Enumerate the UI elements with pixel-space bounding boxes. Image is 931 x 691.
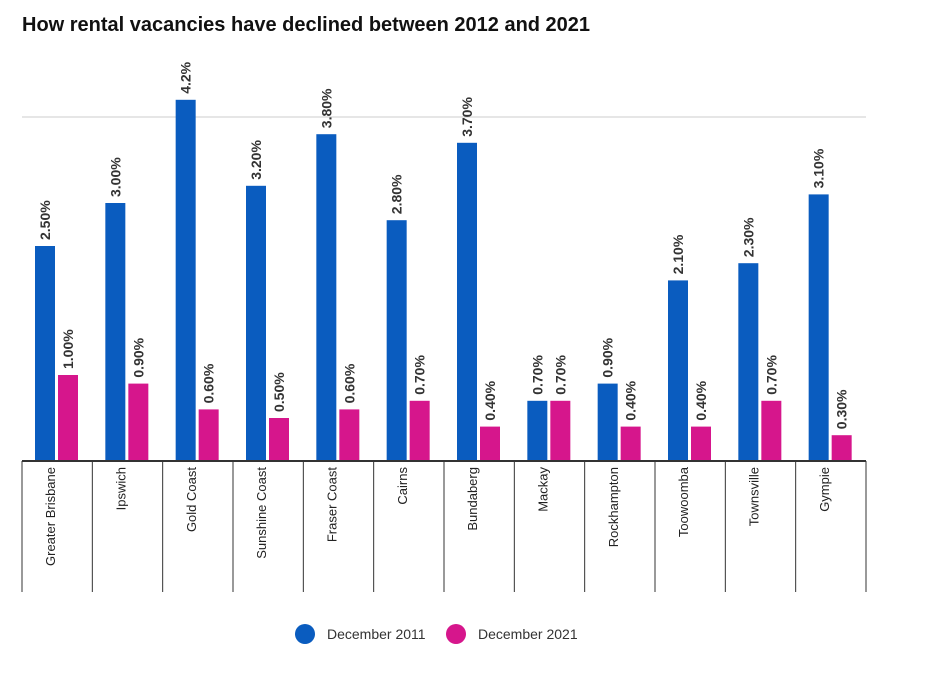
bar xyxy=(35,246,55,461)
x-tick-label: Toowoomba xyxy=(676,466,691,537)
value-label: 3.80% xyxy=(318,88,334,128)
value-label: 2.50% xyxy=(37,200,53,240)
value-label: 2.30% xyxy=(740,217,756,257)
bar xyxy=(527,400,548,461)
x-tick-label: Townsville xyxy=(747,467,762,526)
value-label: 0.90% xyxy=(130,337,146,377)
x-tick-label: Sunshine Coast xyxy=(254,467,269,559)
value-label: 0.60% xyxy=(201,363,217,403)
bar xyxy=(128,383,149,461)
x-tick-label: Fraser Coast xyxy=(325,467,340,543)
value-label: 0.30% xyxy=(834,389,850,429)
value-label: 0.70% xyxy=(763,355,779,395)
x-tick-label: Bundaberg xyxy=(465,467,480,531)
x-tick-label: Cairns xyxy=(395,467,410,505)
bar xyxy=(808,194,829,461)
x-tick-label: Greater Brisbane xyxy=(43,467,58,566)
value-label: 0.70% xyxy=(552,355,568,395)
value-label: 0.40% xyxy=(693,380,709,420)
chart-title: How rental vacancies have declined betwe… xyxy=(22,14,590,36)
value-label: 0.70% xyxy=(529,355,545,395)
bar xyxy=(457,142,477,462)
value-label: 0.90% xyxy=(600,337,616,377)
bar xyxy=(246,185,266,462)
value-label: 0.50% xyxy=(271,372,287,412)
x-tick-label: Ipswich xyxy=(114,467,129,510)
x-tick-label: Rockhampton xyxy=(606,467,621,547)
value-label: 0.60% xyxy=(341,363,357,403)
bar xyxy=(668,280,688,461)
value-label: 3.20% xyxy=(248,140,264,180)
value-label: 4.2% xyxy=(178,61,194,93)
bar xyxy=(691,426,711,461)
bar xyxy=(620,426,641,461)
bar xyxy=(105,203,126,461)
bar xyxy=(597,383,618,461)
bar xyxy=(738,263,759,461)
value-label: 3.00% xyxy=(107,157,123,197)
bar xyxy=(175,99,196,462)
value-label: 2.10% xyxy=(670,234,686,274)
value-label: 0.70% xyxy=(412,355,428,395)
x-tick-label: Gympie xyxy=(817,467,832,512)
bar xyxy=(480,426,500,461)
bar xyxy=(761,400,782,461)
bar xyxy=(409,400,430,461)
bar xyxy=(58,375,78,461)
legend-label: December 2021 xyxy=(478,626,578,642)
bar xyxy=(339,409,360,461)
value-label: 2.80% xyxy=(389,174,405,214)
legend-label: December 2011 xyxy=(327,626,426,642)
legend-marker xyxy=(446,624,466,644)
value-label: 0.40% xyxy=(623,380,639,420)
x-tick-label: Mackay xyxy=(536,467,551,512)
bar xyxy=(269,418,289,461)
value-label: 3.70% xyxy=(459,97,475,137)
bar xyxy=(316,134,337,461)
bar xyxy=(386,220,407,461)
value-label: 0.40% xyxy=(482,380,498,420)
value-label: 1.00% xyxy=(60,329,76,369)
x-tick-label: Gold Coast xyxy=(184,467,199,532)
bar xyxy=(550,400,571,461)
bar xyxy=(198,409,219,461)
bar xyxy=(831,435,852,461)
legend-marker xyxy=(295,624,315,644)
value-label: 3.10% xyxy=(811,148,827,188)
